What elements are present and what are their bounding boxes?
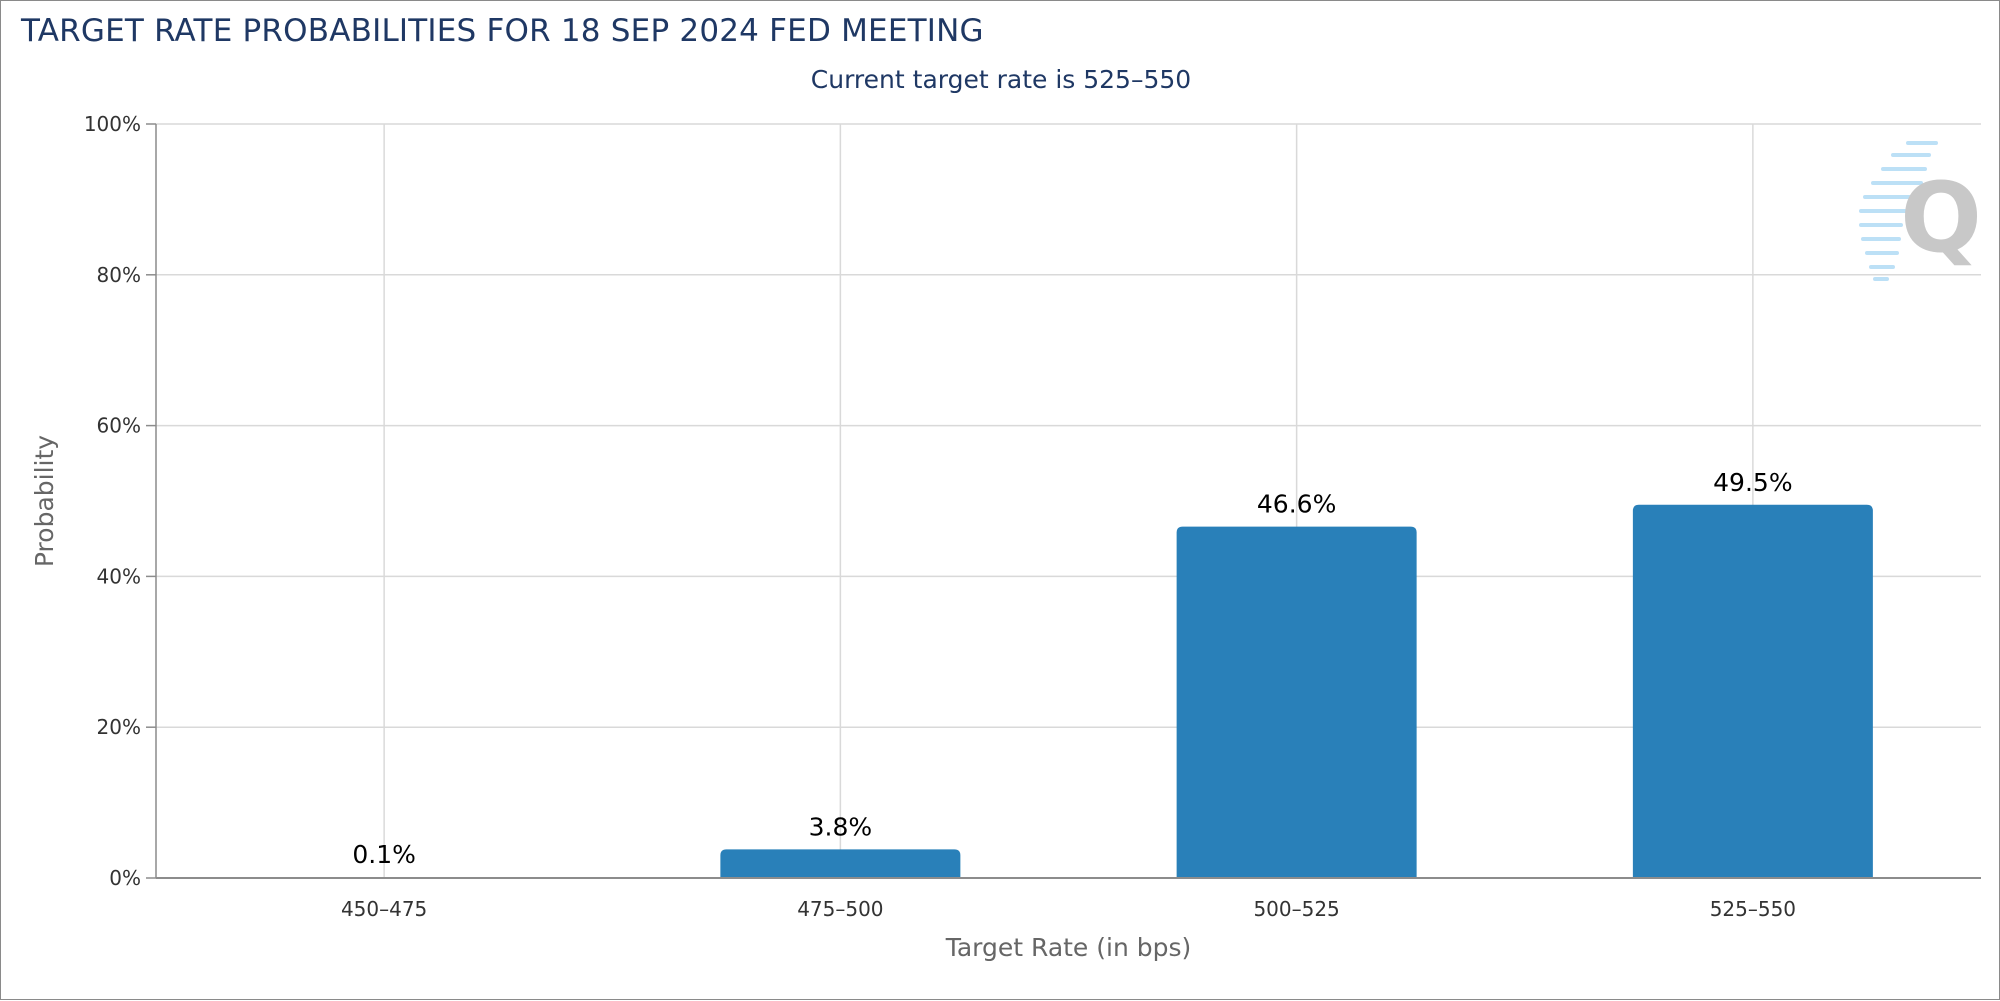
watermark-streak [1906, 141, 1938, 145]
watermark-streak [1859, 209, 1907, 213]
data-label: 3.8% [809, 812, 873, 841]
labels: 0% 20% 40% 60% 80% 100% 450–475 475–500 500–525 5… [84, 112, 1796, 921]
y-tick-label: 80% [97, 263, 141, 287]
y-tick-label: 40% [97, 564, 141, 588]
chart-subtitle: Current target rate is 525–550 [810, 65, 1192, 94]
watermark-letter: Q [1900, 162, 1982, 274]
bars [720, 504, 1873, 878]
watermark-streak [1891, 153, 1931, 157]
y-tick-label: 100% [84, 112, 141, 136]
watermark-streak [1873, 277, 1889, 281]
watermark-streak [1859, 223, 1903, 227]
chart-title: TARGET RATE PROBABILITIES FOR 18 SEP 202… [21, 13, 984, 49]
bar [720, 849, 961, 878]
x-axis-title: Target Rate (in bps) [945, 933, 1192, 962]
bar [1176, 526, 1417, 878]
y-axis-title: Probability [30, 435, 59, 567]
x-tick-label: 525–550 [1710, 897, 1796, 921]
axes [146, 123, 1981, 879]
watermark-streak [1881, 167, 1927, 171]
data-label: 0.1% [352, 840, 416, 869]
bar [1632, 504, 1873, 878]
x-tick-label: 500–525 [1253, 897, 1339, 921]
data-label: 49.5% [1713, 468, 1792, 497]
watermark-streak [1863, 195, 1917, 199]
x-tick-label: 475–500 [797, 897, 883, 921]
y-tick-label: 0% [109, 866, 141, 890]
y-tick-label: 20% [97, 715, 141, 739]
watermark-streak [1865, 251, 1899, 255]
watermark-streak [1869, 265, 1895, 269]
watermark-logo-icon: Q [1859, 141, 1982, 281]
data-label: 46.6% [1257, 490, 1336, 519]
watermark-streak [1871, 181, 1923, 185]
y-tick-label: 60% [97, 414, 141, 438]
watermark-streak [1861, 237, 1901, 241]
x-tick-label: 450–475 [341, 897, 427, 921]
